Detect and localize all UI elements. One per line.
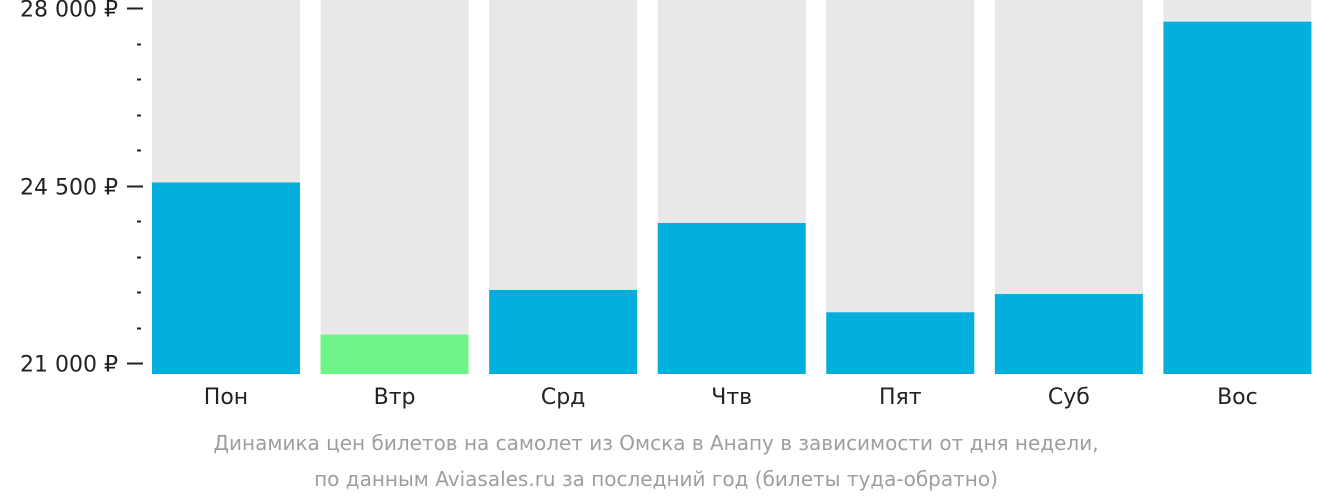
bar-6 [994,294,1143,374]
bar-background-2 [320,0,469,374]
y-tick-label-2: 24 500 ₽ [20,176,118,201]
bars [152,21,1312,374]
x-tick-label-6: Суб [1048,385,1090,410]
chart-caption-line-1: Динамика цен билетов на самолет из Омска… [213,431,1099,455]
x-tick-label-3: Срд [541,385,586,410]
y-tick-label-3: 28 000 ₽ [20,0,118,23]
x-tick-label-2: Втр [374,385,416,410]
y-tick-label-1: 21 000 ₽ [20,353,118,378]
bar-1 [152,182,300,374]
bar-2 [320,334,469,374]
y-axis: 21 000 ₽ 24 500 ₽ 28 000 ₽ [20,0,143,378]
bar-5 [826,312,975,374]
x-tick-label-7: Вос [1217,385,1258,410]
x-axis-labels: Пон Втр Срд Чтв Пят Суб Вос [204,385,1258,410]
background-columns [152,0,1312,374]
bar-7 [1163,21,1312,374]
x-tick-label-1: Пон [204,385,248,410]
x-tick-label-5: Пят [879,385,922,410]
bar-3 [489,289,638,374]
bar-4 [657,223,806,374]
x-tick-label-4: Чтв [711,385,752,410]
bar-background-5 [826,0,975,374]
chart-caption-line-2: по данным Aviasales.ru за последний год … [314,467,998,491]
